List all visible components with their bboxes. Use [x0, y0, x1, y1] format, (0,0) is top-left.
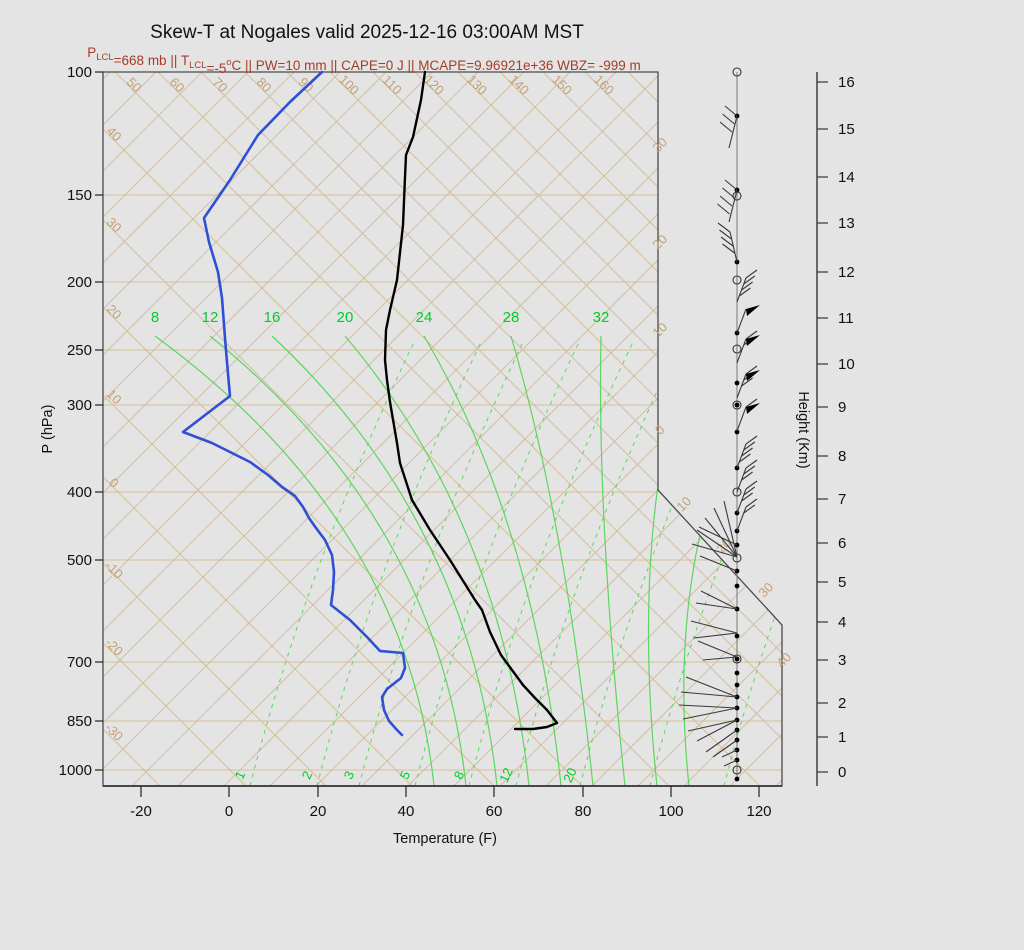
- chart-subtitle: PLCL=668 mb || TLCL=-5oC || PW=10 mm || …: [87, 45, 641, 76]
- svg-text:14: 14: [838, 169, 855, 186]
- svg-text:15: 15: [838, 121, 855, 138]
- height-axis-title: Height (Km): [795, 391, 811, 468]
- svg-text:700: 700: [67, 654, 92, 671]
- svg-text:4: 4: [838, 614, 846, 631]
- svg-text:0: 0: [225, 803, 233, 820]
- svg-text:40: 40: [104, 123, 125, 144]
- svg-text:100: 100: [658, 803, 683, 820]
- svg-text:120: 120: [746, 803, 771, 820]
- svg-text:8: 8: [151, 309, 159, 326]
- svg-text:13: 13: [838, 215, 855, 232]
- svg-text:100: 100: [67, 64, 92, 81]
- svg-text:30: 30: [104, 214, 125, 235]
- svg-text:100: 100: [336, 72, 362, 98]
- svg-text:80: 80: [575, 803, 592, 820]
- svg-text:40: 40: [773, 649, 794, 670]
- isotherm-labels: 50 60 70 80 90 100 110 120 130 140 150 160403020100…: [102, 72, 794, 744]
- svg-text:16: 16: [264, 309, 281, 326]
- temperature-axis-title: Temperature (F): [393, 831, 497, 847]
- svg-text:0: 0: [652, 422, 668, 438]
- svg-text:30: 30: [649, 134, 670, 155]
- svg-text:110: 110: [380, 72, 405, 97]
- svg-text:500: 500: [67, 552, 92, 569]
- svg-text:20: 20: [337, 309, 354, 326]
- svg-text:-20: -20: [130, 803, 152, 820]
- temperature-axis: -20 0 20 40 60 80 100 120: [103, 785, 782, 820]
- wind-barb-column: [678, 67, 760, 782]
- svg-text:20: 20: [310, 803, 327, 820]
- svg-text:32: 32: [593, 309, 610, 326]
- svg-text:-20: -20: [102, 635, 126, 659]
- svg-text:80: 80: [254, 74, 275, 95]
- svg-text:10: 10: [838, 356, 855, 373]
- svg-text:1000: 1000: [59, 762, 92, 779]
- svg-text:6: 6: [838, 535, 846, 552]
- svg-text:400: 400: [67, 484, 92, 501]
- svg-text:30: 30: [755, 579, 776, 600]
- svg-text:-10: -10: [102, 558, 126, 582]
- svg-text:0: 0: [838, 764, 846, 781]
- svg-text:200: 200: [67, 274, 92, 291]
- svg-text:-30: -30: [102, 720, 126, 744]
- svg-text:16: 16: [838, 74, 855, 91]
- chart-title: Skew-T at Nogales valid 2025-12-16 03:00…: [150, 22, 584, 43]
- dewpoint-curve: [181, 70, 407, 737]
- svg-text:24: 24: [416, 309, 433, 326]
- svg-text:1: 1: [838, 729, 846, 746]
- grid-lines: [103, 72, 782, 786]
- svg-text:20: 20: [649, 231, 670, 252]
- svg-text:2: 2: [299, 769, 316, 782]
- svg-text:60: 60: [167, 74, 188, 95]
- svg-text:60: 60: [486, 803, 503, 820]
- svg-text:40: 40: [398, 803, 415, 820]
- svg-text:160: 160: [591, 72, 617, 98]
- svg-text:28: 28: [503, 309, 520, 326]
- svg-text:8: 8: [838, 448, 846, 465]
- svg-text:10: 10: [104, 386, 125, 407]
- pressure-axis: 100 150 200 250 300 400 500 700 850 1000: [59, 64, 103, 779]
- svg-text:7: 7: [838, 491, 846, 508]
- svg-text:150: 150: [67, 187, 92, 204]
- svg-text:12: 12: [496, 765, 516, 784]
- svg-text:5: 5: [838, 574, 846, 591]
- svg-text:250: 250: [67, 342, 92, 359]
- svg-text:10: 10: [649, 319, 670, 340]
- svg-text:50: 50: [124, 74, 145, 95]
- svg-text:12: 12: [838, 264, 855, 281]
- svg-text:130: 130: [464, 72, 490, 98]
- pressure-axis-title: P (hPa): [40, 405, 56, 454]
- svg-text:3: 3: [341, 769, 358, 782]
- svg-text:2: 2: [838, 695, 846, 712]
- svg-text:11: 11: [838, 310, 854, 327]
- svg-text:300: 300: [67, 397, 92, 414]
- svg-text:12: 12: [202, 309, 219, 326]
- svg-text:150: 150: [549, 72, 575, 98]
- svg-text:5: 5: [397, 769, 414, 782]
- temperature-curve: [383, 70, 559, 731]
- svg-text:850: 850: [67, 713, 92, 730]
- svg-text:20: 20: [560, 765, 580, 784]
- moist-mixing-labels: 8 12 16 20 24 28 321 2 3 5 8 12 20: [151, 309, 610, 785]
- svg-text:3: 3: [838, 652, 846, 669]
- svg-text:9: 9: [838, 399, 846, 416]
- svg-text:140: 140: [506, 72, 532, 98]
